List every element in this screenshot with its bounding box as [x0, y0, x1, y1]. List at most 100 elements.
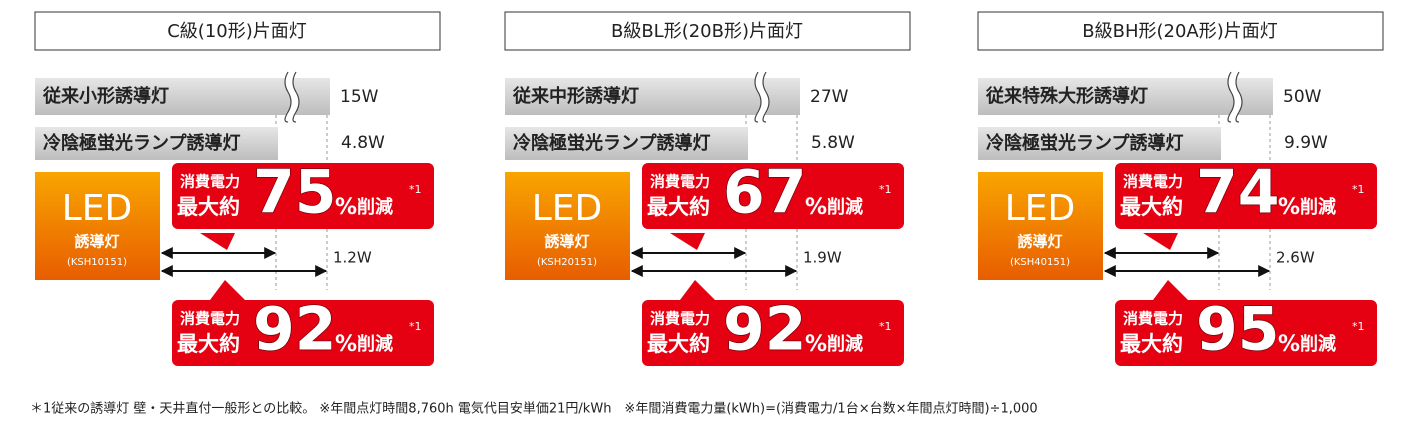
bar: [35, 78, 330, 115]
callout-suffix: 削減: [357, 196, 393, 218]
callout-suffix: 削減: [1300, 333, 1336, 355]
led-label: LED: [532, 188, 603, 229]
callout-tail: [670, 233, 705, 250]
callout-unit: %: [335, 195, 357, 220]
led-sub: 誘導灯: [74, 233, 119, 251]
callout-line1: 消費電力: [180, 310, 240, 328]
callout-suffix: 削減: [827, 196, 863, 218]
callout-suffix: 削減: [1300, 196, 1336, 218]
callout-number: 92: [723, 295, 807, 365]
callout: [1115, 300, 1377, 366]
callout-line2: 最大約: [177, 332, 240, 356]
led-label: LED: [1005, 188, 1076, 229]
row-value: 5.8W: [811, 133, 855, 153]
callout-note: *1: [1352, 320, 1365, 333]
callout-tail: [680, 280, 715, 300]
led-value: 2.6W: [1276, 249, 1315, 267]
panel-title: B級BL形(20B形)片面灯: [611, 21, 803, 42]
bar: [978, 127, 1221, 160]
callout-note: *1: [879, 320, 892, 333]
break-mark: [1235, 71, 1243, 123]
row-label: 冷陰極蛍光ランプ誘導灯: [513, 132, 710, 154]
callout-line2: 最大約: [1120, 195, 1183, 219]
callout-line1: 消費電力: [1123, 310, 1183, 328]
break-gap: [1228, 69, 1242, 126]
callout-line1: 消費電力: [650, 310, 710, 328]
callout-tail: [1143, 233, 1178, 250]
bar: [505, 78, 800, 115]
callout: [172, 163, 434, 229]
bar: [35, 127, 278, 160]
led-box: [35, 172, 160, 280]
led-box: [978, 172, 1103, 280]
callout-line1: 消費電力: [1123, 173, 1183, 191]
callout: [642, 300, 904, 366]
callout-unit: %: [1278, 332, 1300, 357]
callout: [1115, 163, 1377, 229]
panel-title: B級BH形(20A形)片面灯: [1082, 21, 1278, 42]
led-model: (KSH20151): [537, 257, 597, 268]
led-model: (KSH40151): [1010, 257, 1070, 268]
callout: [172, 300, 434, 366]
callout-line1: 消費電力: [180, 173, 240, 191]
title-box: [504, 11, 911, 51]
bar: [505, 127, 748, 160]
callout-tail: [210, 280, 245, 300]
callout-number: 74: [1196, 158, 1280, 228]
row-value: 4.8W: [341, 133, 385, 153]
callout-note: *1: [1352, 183, 1365, 196]
led-value: 1.9W: [803, 249, 842, 267]
callout-note: *1: [409, 183, 422, 196]
break-mark: [284, 71, 292, 123]
callout-number: 95: [1196, 295, 1280, 365]
led-sub: 誘導灯: [544, 233, 589, 251]
row-value: 50W: [1283, 87, 1322, 107]
callout-tail: [200, 233, 235, 250]
break-mark: [292, 71, 300, 123]
callout-line2: 最大約: [647, 332, 710, 356]
row-value: 9.9W: [1284, 133, 1328, 153]
callout-line2: 最大約: [177, 195, 240, 219]
row-label: 従来特殊大形誘導灯: [985, 85, 1148, 107]
title-box: [34, 11, 441, 51]
callout-number: 92: [253, 295, 337, 365]
callout-suffix: 削減: [827, 333, 863, 355]
break-gap: [755, 69, 769, 126]
callout-line2: 最大約: [1120, 332, 1183, 356]
break-mark: [1227, 71, 1235, 123]
led-model: (KSH10151): [67, 257, 127, 268]
panel-title: C級(10形)片面灯: [167, 21, 307, 42]
callout-number: 67: [723, 158, 807, 228]
led-sub: 誘導灯: [1017, 233, 1062, 251]
row-label: 冷陰極蛍光ランプ誘導灯: [43, 132, 240, 154]
callout-suffix: 削減: [357, 333, 393, 355]
led-label: LED: [62, 188, 133, 229]
footnote: ＊1従来の誘導灯 壁・天井直付一般形との比較。 ※年間点灯時間8,760h 電気…: [30, 401, 1038, 417]
row-value: 27W: [810, 87, 849, 107]
title-box: [977, 11, 1384, 51]
callout-unit: %: [805, 195, 827, 220]
callout-line1: 消費電力: [650, 173, 710, 191]
callout-number: 75: [253, 158, 337, 228]
led-box: [505, 172, 630, 280]
led-value: 1.2W: [333, 249, 372, 267]
row-label: 従来中形誘導灯: [512, 85, 639, 107]
callout-note: *1: [409, 320, 422, 333]
break-mark: [762, 71, 770, 123]
callout-unit: %: [805, 332, 827, 357]
callout-note: *1: [879, 183, 892, 196]
bar: [978, 78, 1273, 115]
callout: [642, 163, 904, 229]
row-label: 従来小形誘導灯: [42, 85, 169, 107]
row-label: 冷陰極蛍光ランプ誘導灯: [986, 132, 1183, 154]
row-value: 15W: [340, 87, 379, 107]
callout-tail: [1153, 280, 1188, 300]
break-gap: [285, 69, 299, 126]
callout-unit: %: [335, 332, 357, 357]
break-mark: [754, 71, 762, 123]
callout-unit: %: [1278, 195, 1300, 220]
